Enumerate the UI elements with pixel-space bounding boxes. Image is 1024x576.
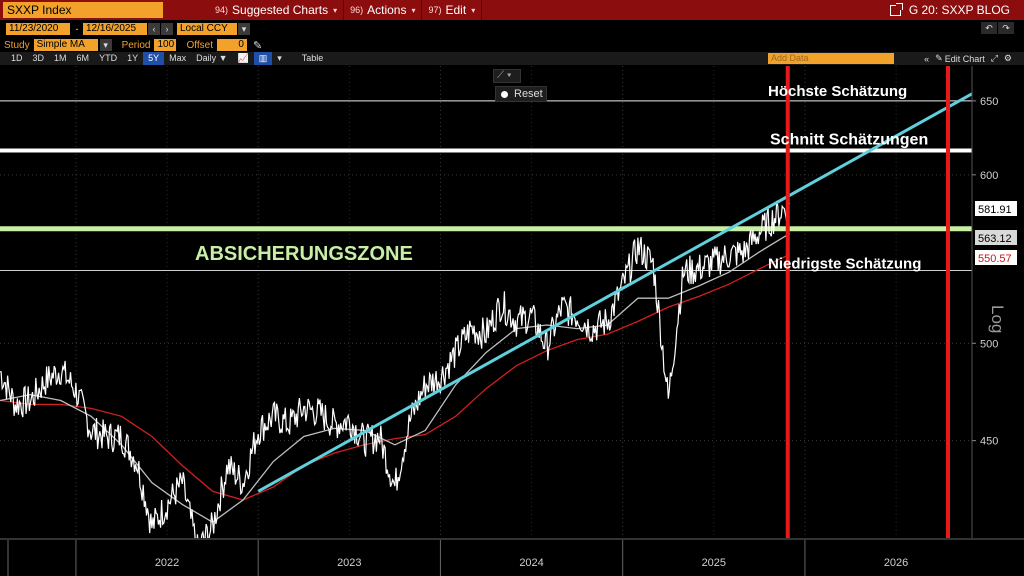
x-axis: 2022 2023 2024 2025 2026 — [0, 538, 1024, 576]
menu-code: 96) — [350, 5, 364, 15]
tab-1y[interactable]: 1Y — [127, 53, 139, 63]
grid — [0, 66, 972, 538]
chevron-down-icon: ▾ — [333, 5, 338, 15]
trendline-layer — [257, 92, 972, 493]
annotations: Höchste Schätzung Schnitt Schätzungen Nied… — [195, 83, 928, 273]
price-label-box — [975, 250, 1017, 265]
y-tick-label: 650 — [980, 96, 998, 108]
collapse-icon[interactable]: « — [924, 53, 930, 64]
tab-max[interactable]: Max — [169, 53, 187, 63]
undo-redo: ↶ ↷ — [980, 22, 1014, 34]
chevron-down-icon[interactable]: ▾ — [277, 53, 282, 63]
level-annotation: Schnitt Schätzungen — [770, 132, 928, 149]
tab-5y[interactable]: 5Y — [143, 52, 165, 65]
y-axis: 450 500 600 650 Log — [971, 66, 1007, 538]
tab-3d[interactable]: 3D — [32, 53, 45, 63]
offset-label: Offset — [186, 39, 213, 51]
resize-icon[interactable]: ⤢ — [990, 53, 998, 63]
series-layer — [0, 196, 791, 538]
x-tick-label: 2022 — [155, 557, 179, 569]
period-label: Period — [121, 39, 151, 51]
price-label-box — [975, 230, 1017, 245]
chart-tools: « ✎ Edit Chart ⤢ ⚙ — [918, 52, 1012, 65]
window-title-label: G 20: SXXP BLOG — [908, 3, 1010, 17]
currency-select[interactable]: Local CCY — [177, 23, 237, 35]
estimate-levels — [0, 100, 972, 271]
date-range-row: 11/23/2020 - 12/16/2025 ‹ › Local CCY ▾ … — [0, 22, 1024, 36]
reset-label: Reset — [514, 88, 543, 100]
menu-code: 94) — [215, 5, 229, 15]
reset-button[interactable]: Reset — [495, 86, 547, 102]
undo-icon[interactable]: ↶ — [981, 22, 997, 34]
menu-label: Suggested Charts — [232, 3, 329, 17]
prev-icon[interactable]: ‹ — [148, 23, 160, 35]
x-tick-label: 2026 — [884, 557, 908, 569]
line-style-icon[interactable]: 📈 — [237, 53, 249, 63]
tab-1d[interactable]: 1D — [11, 53, 23, 63]
level-annotation: Niedrigste Schätzung — [768, 255, 921, 272]
menu-label: Actions — [367, 3, 407, 17]
price-label-ma_short: 563.12 — [978, 233, 1012, 245]
launch-icon — [889, 2, 903, 16]
end-date-field[interactable]: 12/16/2025 — [83, 23, 147, 35]
edit-menu[interactable]: 97) Edit ▾ — [422, 0, 483, 20]
price-label-last: 581.91 — [978, 204, 1012, 216]
tab-ytd[interactable]: YTD — [99, 53, 118, 63]
redo-icon[interactable]: ↷ — [998, 22, 1014, 34]
start-date-field[interactable]: 11/23/2020 — [6, 23, 70, 35]
study-select[interactable]: Simple MA — [33, 39, 98, 51]
x-tick-label: 2023 — [337, 557, 361, 569]
price-labels: 581.91 563.12 550.57 — [975, 201, 1017, 265]
x-tick-label: 2024 — [519, 557, 543, 569]
next-icon[interactable]: › — [161, 23, 173, 35]
pencil-icon[interactable]: ✎ — [935, 53, 943, 63]
level-annotation: Höchste Schätzung — [768, 83, 907, 100]
window-title[interactable]: G 20: SXXP BLOG — [889, 0, 1010, 20]
chart-type-icon[interactable]: ▥ — [253, 52, 273, 65]
trendline — [257, 92, 972, 493]
menu-label: Edit — [445, 3, 467, 17]
chart-style-icon[interactable]: ⟋ ▾ — [493, 69, 521, 83]
price-label-box — [975, 201, 1017, 216]
ticker-field[interactable]: SXXP Index — [3, 2, 163, 18]
period-field[interactable]: 100 — [154, 39, 177, 51]
chevron-down-icon[interactable]: ▾ — [99, 39, 112, 51]
table-tab[interactable]: Table — [301, 53, 324, 63]
radio-icon — [501, 91, 508, 98]
vertical-markers — [785, 66, 950, 538]
axis-scale-label: Log — [988, 305, 1007, 333]
tab-1m[interactable]: 1M — [54, 53, 67, 63]
y-tick-label: 600 — [980, 170, 998, 182]
x-tick-label: 2025 — [702, 557, 726, 569]
series-line-ma_short — [0, 232, 791, 523]
menu-code: 97) — [428, 5, 442, 15]
chevron-down-icon: ▾ — [471, 5, 476, 15]
period-tabs: 1D 3D 1M 6M YTD 1Y 5Y Max Daily ▼ — [6, 52, 233, 65]
y-tick-label: 500 — [980, 338, 998, 350]
study-row: Study Simple MA ▾ Period 100 Offset 0 ✎ — [0, 38, 262, 52]
add-data-input[interactable]: Add Data — [768, 53, 894, 64]
chevron-down-icon[interactable]: ▾ — [238, 23, 250, 35]
suggested-charts-menu[interactable]: 94) Suggested Charts ▾ — [209, 0, 345, 20]
series-line-price — [0, 196, 791, 538]
tab-6m[interactable]: 6M — [76, 53, 90, 63]
series-line-ma_long — [0, 253, 791, 501]
edit-chart-button[interactable]: Edit Chart — [944, 53, 985, 64]
pencil-icon[interactable]: ✎ — [252, 39, 263, 52]
y-tick-label: 450 — [980, 436, 998, 448]
tab-daily[interactable]: Daily ▼ — [196, 53, 228, 63]
menu-bar: SXXP Index 94) Suggested Charts ▾ 96) Ac… — [0, 0, 1024, 20]
zone-annotation: ABSICHERUNGSZONE — [195, 243, 413, 265]
offset-field[interactable]: 0 — [216, 39, 247, 51]
period-tab-bar: 1D 3D 1M 6M YTD 1Y 5Y Max Daily ▼ 📈 ▥ ▾ Table Ad… — [0, 52, 1024, 65]
actions-menu[interactable]: 96) Actions ▾ — [344, 0, 423, 20]
chevron-down-icon: ▾ — [411, 5, 416, 15]
study-label: Study — [4, 39, 30, 51]
gear-icon[interactable]: ⚙ — [1003, 53, 1012, 63]
price-label-ma_long: 550.57 — [978, 253, 1012, 265]
dash-separator: - — [75, 24, 79, 34]
